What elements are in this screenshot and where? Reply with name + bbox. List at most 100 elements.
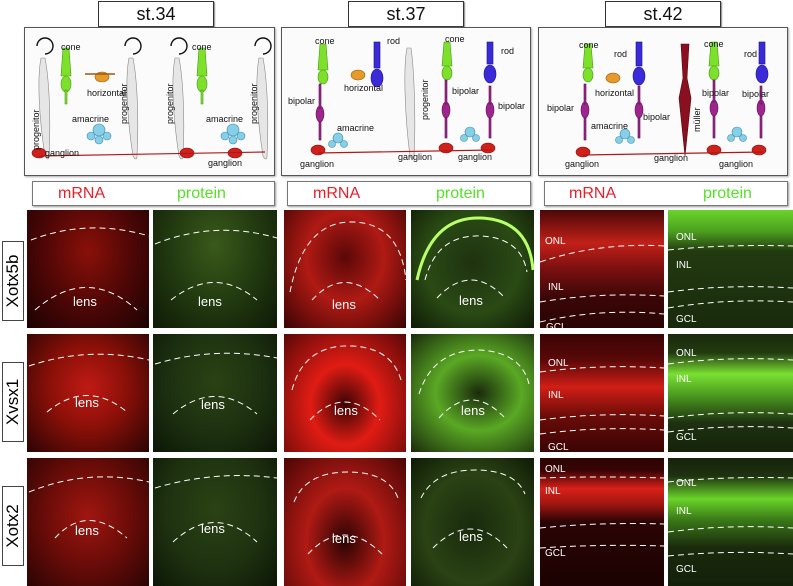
micrograph-xvsx1-st37-protein: lens <box>411 334 534 452</box>
label-progenitor: progenitor <box>165 83 175 124</box>
label-ganglion: ganglion <box>208 158 243 168</box>
label-bipolar: bipolar <box>452 86 480 96</box>
boundary-lines <box>28 476 149 539</box>
label-lens: lens <box>332 531 356 546</box>
boundary-lines <box>30 227 149 311</box>
micrograph-xvsx1-st34-protein: lens <box>153 334 277 452</box>
stage-title-42: st.42 <box>605 1 721 27</box>
boundary-lines <box>289 221 406 301</box>
label-onl: ONL <box>548 358 569 369</box>
boundary-lines <box>28 353 149 413</box>
label-amacrine: amacrine <box>337 123 375 133</box>
header-mrna: mRNA <box>313 185 361 202</box>
label-inl: INL <box>545 486 561 497</box>
label-inl: INL <box>676 506 692 517</box>
boundary-lines <box>540 244 664 323</box>
micrograph-xotx2-st37-mrna: lens <box>284 458 406 586</box>
label-gcl: GCL <box>676 314 697 325</box>
label-onl: ONL <box>676 478 697 489</box>
ganglion-cell <box>31 147 266 159</box>
label-cone: cone <box>704 39 724 49</box>
header-box-34: mRNA protein <box>32 181 275 206</box>
cycle-arrow-icon <box>36 37 272 55</box>
gene-label-xotx2: Xotx2 <box>2 486 24 566</box>
boundary-lines <box>668 245 793 309</box>
micrograph-xvsx1-st42-mrna: ONL INL GCL <box>540 334 664 452</box>
label-amacrine: amacrine <box>591 121 629 131</box>
boundary-lines <box>540 476 664 549</box>
label-ganglion: ganglion <box>654 153 689 163</box>
micrograph-xotx5b-st37-protein: lens <box>411 210 534 328</box>
label-onl: ONL <box>545 236 566 247</box>
boundary-lines <box>415 216 534 299</box>
label-progenitor: progenitor <box>31 109 41 150</box>
boundary-lines <box>154 475 277 543</box>
stage-title-37: st.37 <box>348 1 464 27</box>
label-inl: INL <box>548 282 564 293</box>
header-mrna: mRNA <box>58 185 106 202</box>
label-ganglion: ganglion <box>45 148 80 158</box>
boundary-lines <box>154 229 277 301</box>
label-progenitor: progenitor <box>119 83 129 124</box>
header-mrna: mRNA <box>569 185 617 202</box>
label-lens: lens <box>459 293 483 308</box>
progenitor-cell <box>38 57 269 160</box>
label-cone: cone <box>315 36 335 46</box>
micrograph-xotx5b-st37-mrna: lens <box>284 210 406 328</box>
label-lens: lens <box>201 521 225 536</box>
diagram-stage-42: cone rod horizontal bipolar bipolar amac… <box>538 27 788 176</box>
boundary-lines <box>293 471 399 555</box>
gene-name: Xotx5b <box>3 254 22 308</box>
header-protein: protein <box>703 185 752 202</box>
micrograph-xvsx1-st42-protein: ONL INL GCL <box>668 334 793 452</box>
label-horizontal: horizontal <box>595 88 635 98</box>
label-horizontal: horizontal <box>344 83 384 93</box>
amacrine-cell <box>86 123 246 145</box>
label-lens: lens <box>198 294 222 309</box>
header-box-37: mRNA protein <box>287 181 531 206</box>
micrograph-xotx5b-st42-mrna: ONL INL GCL <box>540 210 664 328</box>
micrograph-xotx5b-st42-protein: ONL INL GCL <box>668 210 793 328</box>
label-ganglion: ganglion <box>458 152 493 162</box>
header-box-42: mRNA protein <box>544 181 788 206</box>
label-cone: cone <box>61 42 81 52</box>
gene-name: Xvsx1 <box>3 378 22 426</box>
label-rod: rod <box>387 36 401 46</box>
label-lens: lens <box>75 395 99 410</box>
label-progenitor: progenitor <box>420 79 430 120</box>
label-ganglion: ganglion <box>565 159 600 169</box>
label-inl: INL <box>676 374 692 385</box>
label-bipolar: bipolar <box>288 96 316 106</box>
label-lens: lens <box>334 403 358 418</box>
micrograph-xvsx1-st37-mrna: lens <box>284 334 406 452</box>
label-gcl: GCL <box>676 564 697 575</box>
label-onl: ONL <box>676 232 697 243</box>
horizontal-cell <box>85 71 115 83</box>
gene-name: Xotx2 <box>3 504 22 548</box>
label-onl: ONL <box>676 348 697 359</box>
label-ganglion: ganglion <box>398 152 433 162</box>
boundary-lines <box>540 366 664 435</box>
label-bipolar: bipolar <box>742 89 770 99</box>
diagram-37-drawing <box>310 41 497 160</box>
label-cone: cone <box>192 42 212 52</box>
label-amacrine: amacrine <box>206 114 244 124</box>
diagram-42-drawing <box>575 41 769 158</box>
label-lens: lens <box>201 397 225 412</box>
label-gcl: GCL <box>546 322 567 328</box>
label-rod: rod <box>614 49 628 59</box>
label-gcl: GCL <box>548 442 569 452</box>
label-lens: lens <box>75 523 99 538</box>
label-onl: ONL <box>545 464 566 475</box>
label-gcl: GCL <box>676 432 697 443</box>
label-lens: lens <box>73 294 97 309</box>
label-inl: INL <box>548 390 564 401</box>
gene-label-xotx5b: Xotx5b <box>2 241 24 321</box>
label-bipolar: bipolar <box>643 112 671 122</box>
boundary-lines <box>154 352 277 415</box>
label-bipolar: bipolar <box>547 103 575 113</box>
diagram-stage-34: cone cone horizontal amacrine amacrine g… <box>24 27 275 176</box>
label-muller: müller <box>692 107 702 132</box>
label-ganglion: ganglion <box>300 159 335 169</box>
boundary-lines <box>291 345 403 421</box>
